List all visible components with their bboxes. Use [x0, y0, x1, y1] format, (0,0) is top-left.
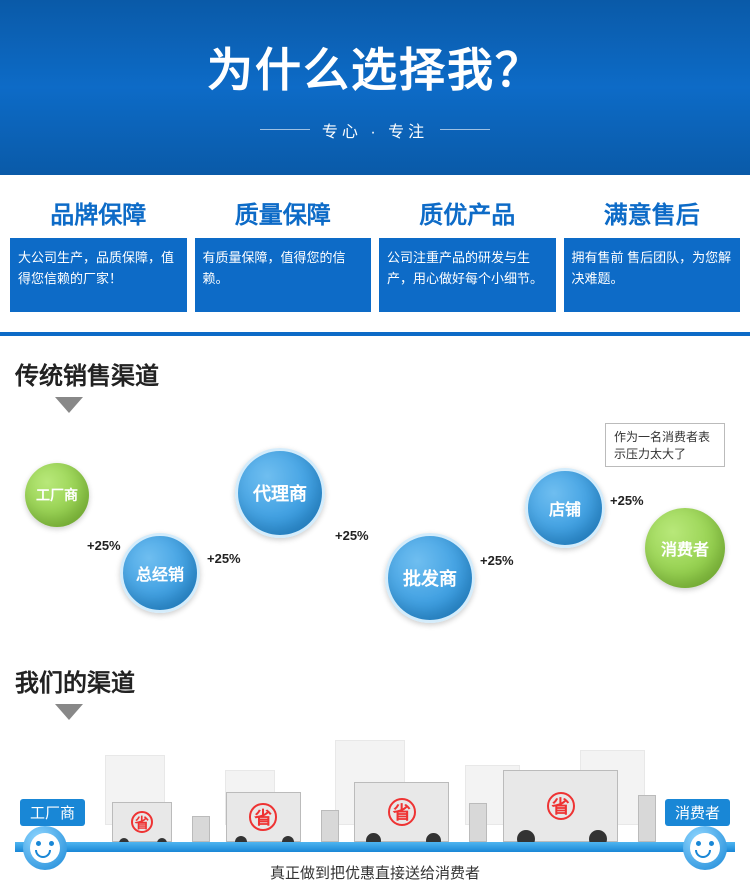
feature-desc: 有质量保障，值得您的信赖。 [195, 238, 372, 312]
feature-card: 质量保障有质量保障，值得您的信赖。 [195, 195, 372, 312]
features-row: 品牌保障大公司生产，品质保障，值得您信赖的厂家！质量保障有质量保障，值得您的信赖… [0, 175, 750, 336]
traditional-flow: 工厂商总经销代理商批发商店铺消费者+25%+25%+25%+25%+25%作为一… [15, 423, 735, 643]
percentage-label: +25% [335, 528, 369, 543]
trucks-row: 省 省 省 省 [95, 770, 655, 842]
truck-icon: 省 [503, 770, 638, 842]
feature-desc: 公司注重产品的研发与生产，用心做好每个小细节。 [379, 238, 556, 312]
truck-icon: 省 [354, 782, 469, 842]
arrow-down-icon [55, 397, 83, 413]
feature-desc: 拥有售前 售后团队，为您解决难题。 [564, 238, 741, 312]
hero-banner: 为什么选择我？ 专心 · 专注 [0, 0, 750, 175]
our-channel-section: 我们的渠道 省 省 省 省 工厂商 消费者 真正做到把优 [0, 653, 750, 893]
feature-card: 质优产品公司注重产品的研发与生产，用心做好每个小细节。 [379, 195, 556, 312]
divider-line [440, 129, 490, 130]
feature-card: 品牌保障大公司生产，品质保障，值得您信赖的厂家！ [10, 195, 187, 312]
start-label: 工厂商 [20, 799, 85, 826]
arrow-down-icon [55, 704, 83, 720]
feature-card: 满意售后拥有售前 售后团队，为您解决难题。 [564, 195, 741, 312]
divider-line [260, 129, 310, 130]
flow-node: 店铺 [525, 468, 605, 548]
feature-title: 质优产品 [379, 195, 556, 230]
smiley-start-icon [23, 826, 67, 870]
hero-subtitle-text: 专心 · 专注 [322, 118, 428, 142]
flow-node: 批发商 [385, 533, 475, 623]
percentage-label: +25% [207, 551, 241, 566]
end-label: 消费者 [665, 799, 730, 826]
hero-title: 为什么选择我？ [207, 34, 543, 100]
traditional-title: 传统销售渠道 [15, 356, 735, 391]
channel-bar [15, 842, 735, 852]
our-channel-title: 我们的渠道 [15, 663, 735, 698]
direct-channel: 省 省 省 省 工厂商 消费者 [15, 730, 735, 890]
feature-title: 满意售后 [564, 195, 741, 230]
flow-node: 消费者 [645, 508, 725, 588]
feature-title: 品牌保障 [10, 195, 187, 230]
feature-title: 质量保障 [195, 195, 372, 230]
percentage-label: +25% [87, 538, 121, 553]
truck-icon: 省 [112, 802, 192, 842]
hero-subtitle: 专心 · 专注 [260, 118, 490, 142]
traditional-section: 传统销售渠道 工厂商总经销代理商批发商店铺消费者+25%+25%+25%+25%… [0, 336, 750, 653]
percentage-label: +25% [610, 493, 644, 508]
truck-icon: 省 [226, 792, 321, 842]
flow-node: 工厂商 [25, 463, 89, 527]
percentage-label: +25% [480, 553, 514, 568]
flow-node: 代理商 [235, 448, 325, 538]
flow-node: 总经销 [120, 533, 200, 613]
consumer-note: 作为一名消费者表示压力太大了 [605, 423, 725, 467]
feature-desc: 大公司生产，品质保障，值得您信赖的厂家！ [10, 238, 187, 312]
smiley-end-icon [683, 826, 727, 870]
